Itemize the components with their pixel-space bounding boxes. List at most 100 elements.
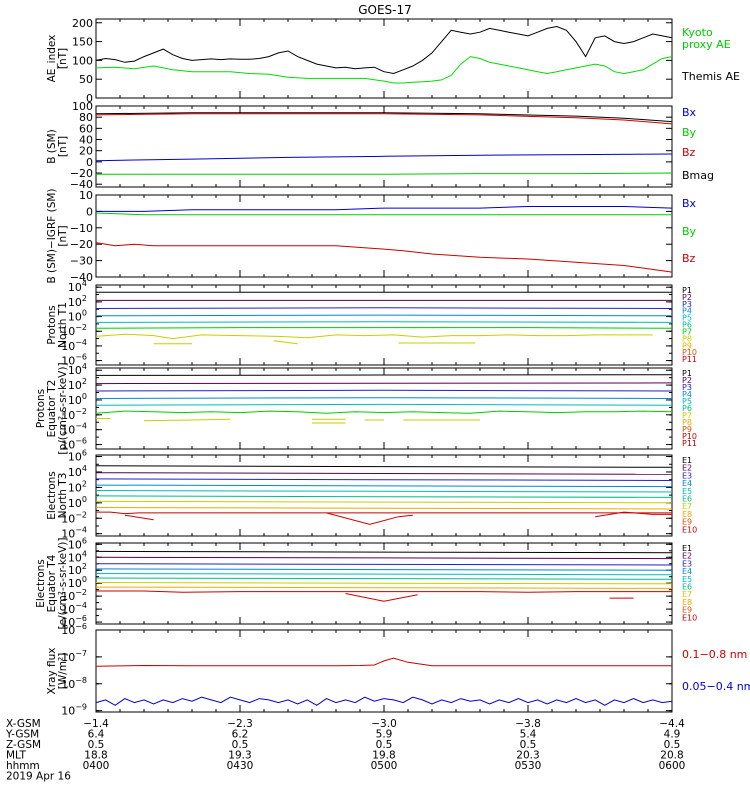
y-tick-label: −40 bbox=[70, 178, 93, 191]
legend-entry: E7 bbox=[682, 502, 692, 511]
legend-entry: P9 bbox=[682, 425, 692, 434]
legend-entry: P4 bbox=[682, 390, 692, 399]
tick-base: 10 bbox=[68, 481, 82, 494]
tick-exponent: −2 bbox=[75, 323, 87, 332]
legend-entry: E4 bbox=[682, 479, 692, 488]
tick-base: 10 bbox=[68, 296, 82, 309]
tick-exponent: 4 bbox=[82, 279, 87, 288]
time-axis-value: 5.4 bbox=[520, 729, 537, 741]
series-line bbox=[95, 327, 673, 329]
tick-base: 10 bbox=[61, 325, 75, 338]
tick-base: 10 bbox=[68, 451, 82, 464]
legend-entry: E3 bbox=[682, 559, 692, 568]
legend-entry: E3 bbox=[682, 471, 692, 480]
y-tick-label: 10−6 bbox=[61, 353, 87, 368]
series-line bbox=[96, 206, 673, 212]
y-tick-label: 106 bbox=[68, 449, 87, 464]
legend-entry: P8 bbox=[682, 334, 692, 343]
legend-entry: P8 bbox=[682, 418, 692, 427]
time-axis-value: 19.8 bbox=[372, 750, 395, 762]
series-line bbox=[95, 478, 673, 481]
tick-base: 10 bbox=[68, 281, 82, 294]
series-line bbox=[96, 172, 673, 175]
legend-entry: E1 bbox=[682, 456, 692, 465]
tick-base: 10 bbox=[61, 678, 75, 691]
tick-exponent: −2 bbox=[75, 510, 87, 519]
y-tick-label: 100 bbox=[68, 309, 87, 324]
y-tick-label: 102 bbox=[68, 479, 87, 494]
tick-exponent: −2 bbox=[75, 407, 87, 416]
legend-entry: Bz bbox=[682, 252, 696, 265]
legend-entry: P10 bbox=[682, 432, 697, 441]
y-tick-label: 104 bbox=[68, 464, 87, 479]
tick-exponent: 2 bbox=[82, 479, 87, 488]
legend-entry: P3 bbox=[682, 300, 692, 309]
time-axis-value: 0430 bbox=[227, 760, 254, 772]
series-line bbox=[95, 321, 673, 323]
series-line bbox=[95, 465, 673, 468]
series-line bbox=[95, 586, 673, 589]
y-tick-label: −20 bbox=[70, 167, 93, 180]
tick-exponent: 0 bbox=[82, 495, 87, 504]
time-axis-row-label: hhmm bbox=[6, 760, 40, 772]
y-axis-label: Protons bbox=[35, 389, 47, 428]
y-tick-label: 0 bbox=[86, 156, 93, 169]
tick-exponent: −8 bbox=[75, 676, 87, 685]
panel-frame bbox=[95, 284, 673, 366]
series-line bbox=[95, 113, 673, 125]
legend-entry: P2 bbox=[682, 376, 692, 385]
y-tick-label: −20 bbox=[70, 238, 93, 251]
legend-entry: E4 bbox=[682, 567, 692, 576]
series-line bbox=[143, 418, 231, 422]
tick-exponent: −6 bbox=[75, 437, 87, 446]
panel-frame bbox=[95, 194, 673, 278]
time-axis-value: 0500 bbox=[371, 760, 398, 772]
legend-entry: Bz bbox=[682, 146, 696, 159]
tick-base: 10 bbox=[61, 624, 75, 637]
series-line bbox=[95, 56, 673, 84]
time-axis-value: 6.2 bbox=[232, 729, 249, 741]
legend-entry: P2 bbox=[682, 293, 692, 302]
legend-entry: E2 bbox=[682, 552, 692, 561]
y-tick-label: 80 bbox=[79, 111, 93, 124]
tick-base: 10 bbox=[61, 616, 75, 629]
series-line bbox=[95, 403, 673, 406]
tick-base: 10 bbox=[68, 311, 82, 324]
legend-entry: P1 bbox=[682, 369, 692, 378]
tick-exponent: 2 bbox=[82, 377, 87, 386]
tick-base: 10 bbox=[68, 577, 82, 590]
y-tick-label: 10−7 bbox=[61, 649, 87, 664]
series-line bbox=[95, 490, 673, 493]
series-line bbox=[95, 568, 673, 571]
time-axis-value: 20.3 bbox=[516, 750, 539, 762]
y-tick-label: 10−6 bbox=[61, 614, 87, 629]
time-axis-value: 4.9 bbox=[664, 729, 681, 741]
tick-base: 10 bbox=[61, 512, 75, 525]
y-tick-label: 104 bbox=[68, 362, 87, 377]
y-axis-label: [e/(cm²-s-sr-keV)] bbox=[57, 538, 69, 630]
legend-entry: P11 bbox=[682, 355, 697, 364]
series-line bbox=[273, 340, 298, 345]
y-axis-label: Protons bbox=[46, 305, 58, 344]
y-axis-label: AE_index bbox=[46, 35, 58, 83]
series-line bbox=[95, 382, 673, 385]
series-line bbox=[95, 550, 673, 554]
y-tick-label: 0 bbox=[86, 205, 93, 218]
series-line bbox=[95, 314, 673, 317]
tick-exponent: 4 bbox=[82, 362, 87, 371]
tick-exponent: 0 bbox=[82, 309, 87, 318]
tick-exponent: −6 bbox=[75, 353, 87, 362]
tick-exponent: 2 bbox=[82, 294, 87, 303]
tick-base: 10 bbox=[68, 551, 82, 564]
time-axis-value: 0.5 bbox=[232, 739, 249, 751]
series-line bbox=[95, 153, 673, 162]
series-line bbox=[95, 397, 673, 399]
